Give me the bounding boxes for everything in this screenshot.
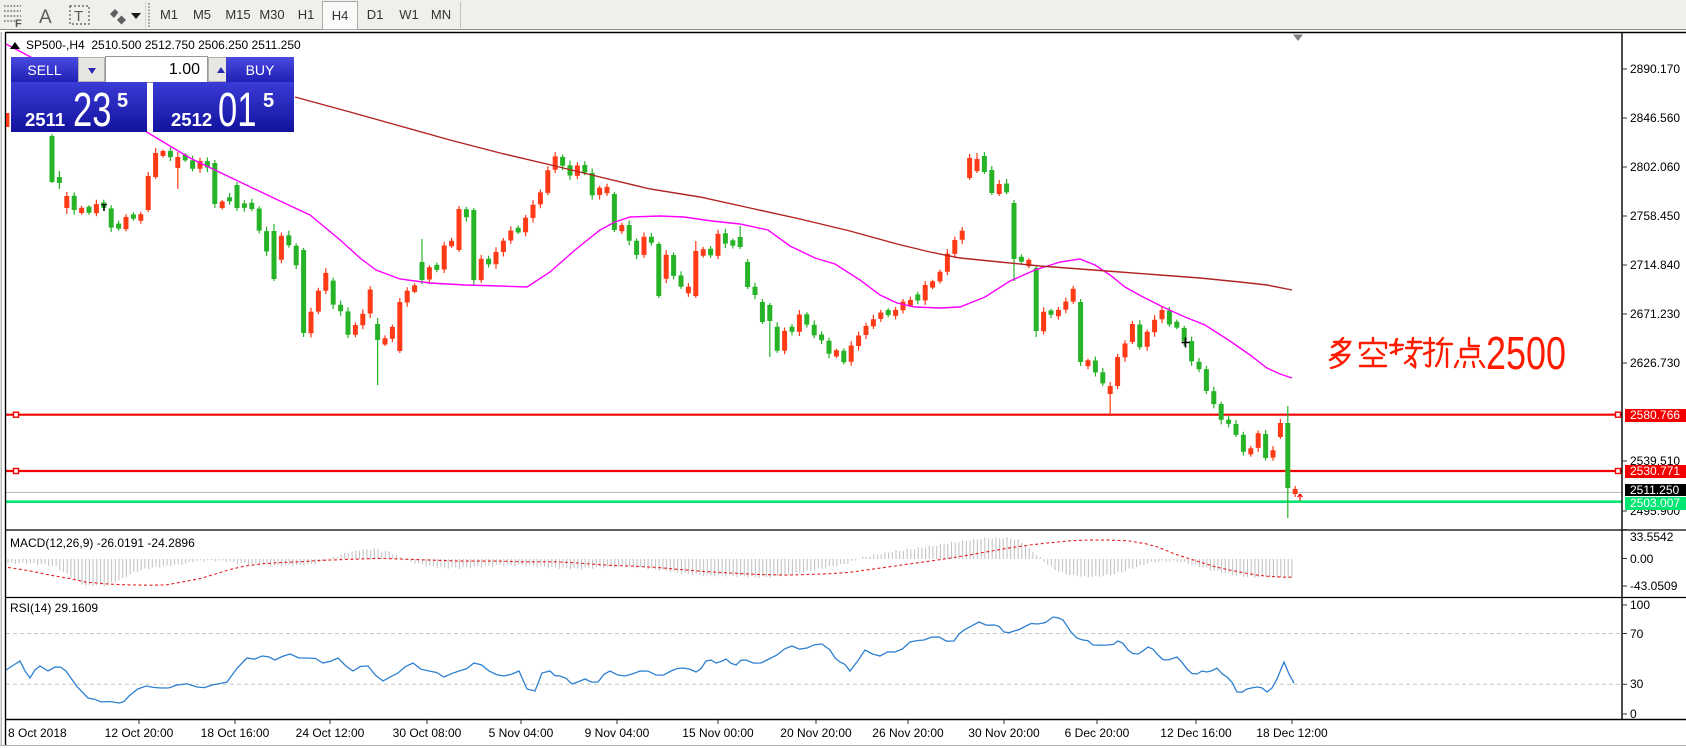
svg-text:F: F — [15, 18, 22, 30]
svg-text:A: A — [39, 7, 52, 28]
svg-text:T: T — [74, 8, 83, 25]
svg-text:2500: 2500 — [1486, 327, 1566, 379]
svg-text:T: T — [101, 203, 107, 214]
